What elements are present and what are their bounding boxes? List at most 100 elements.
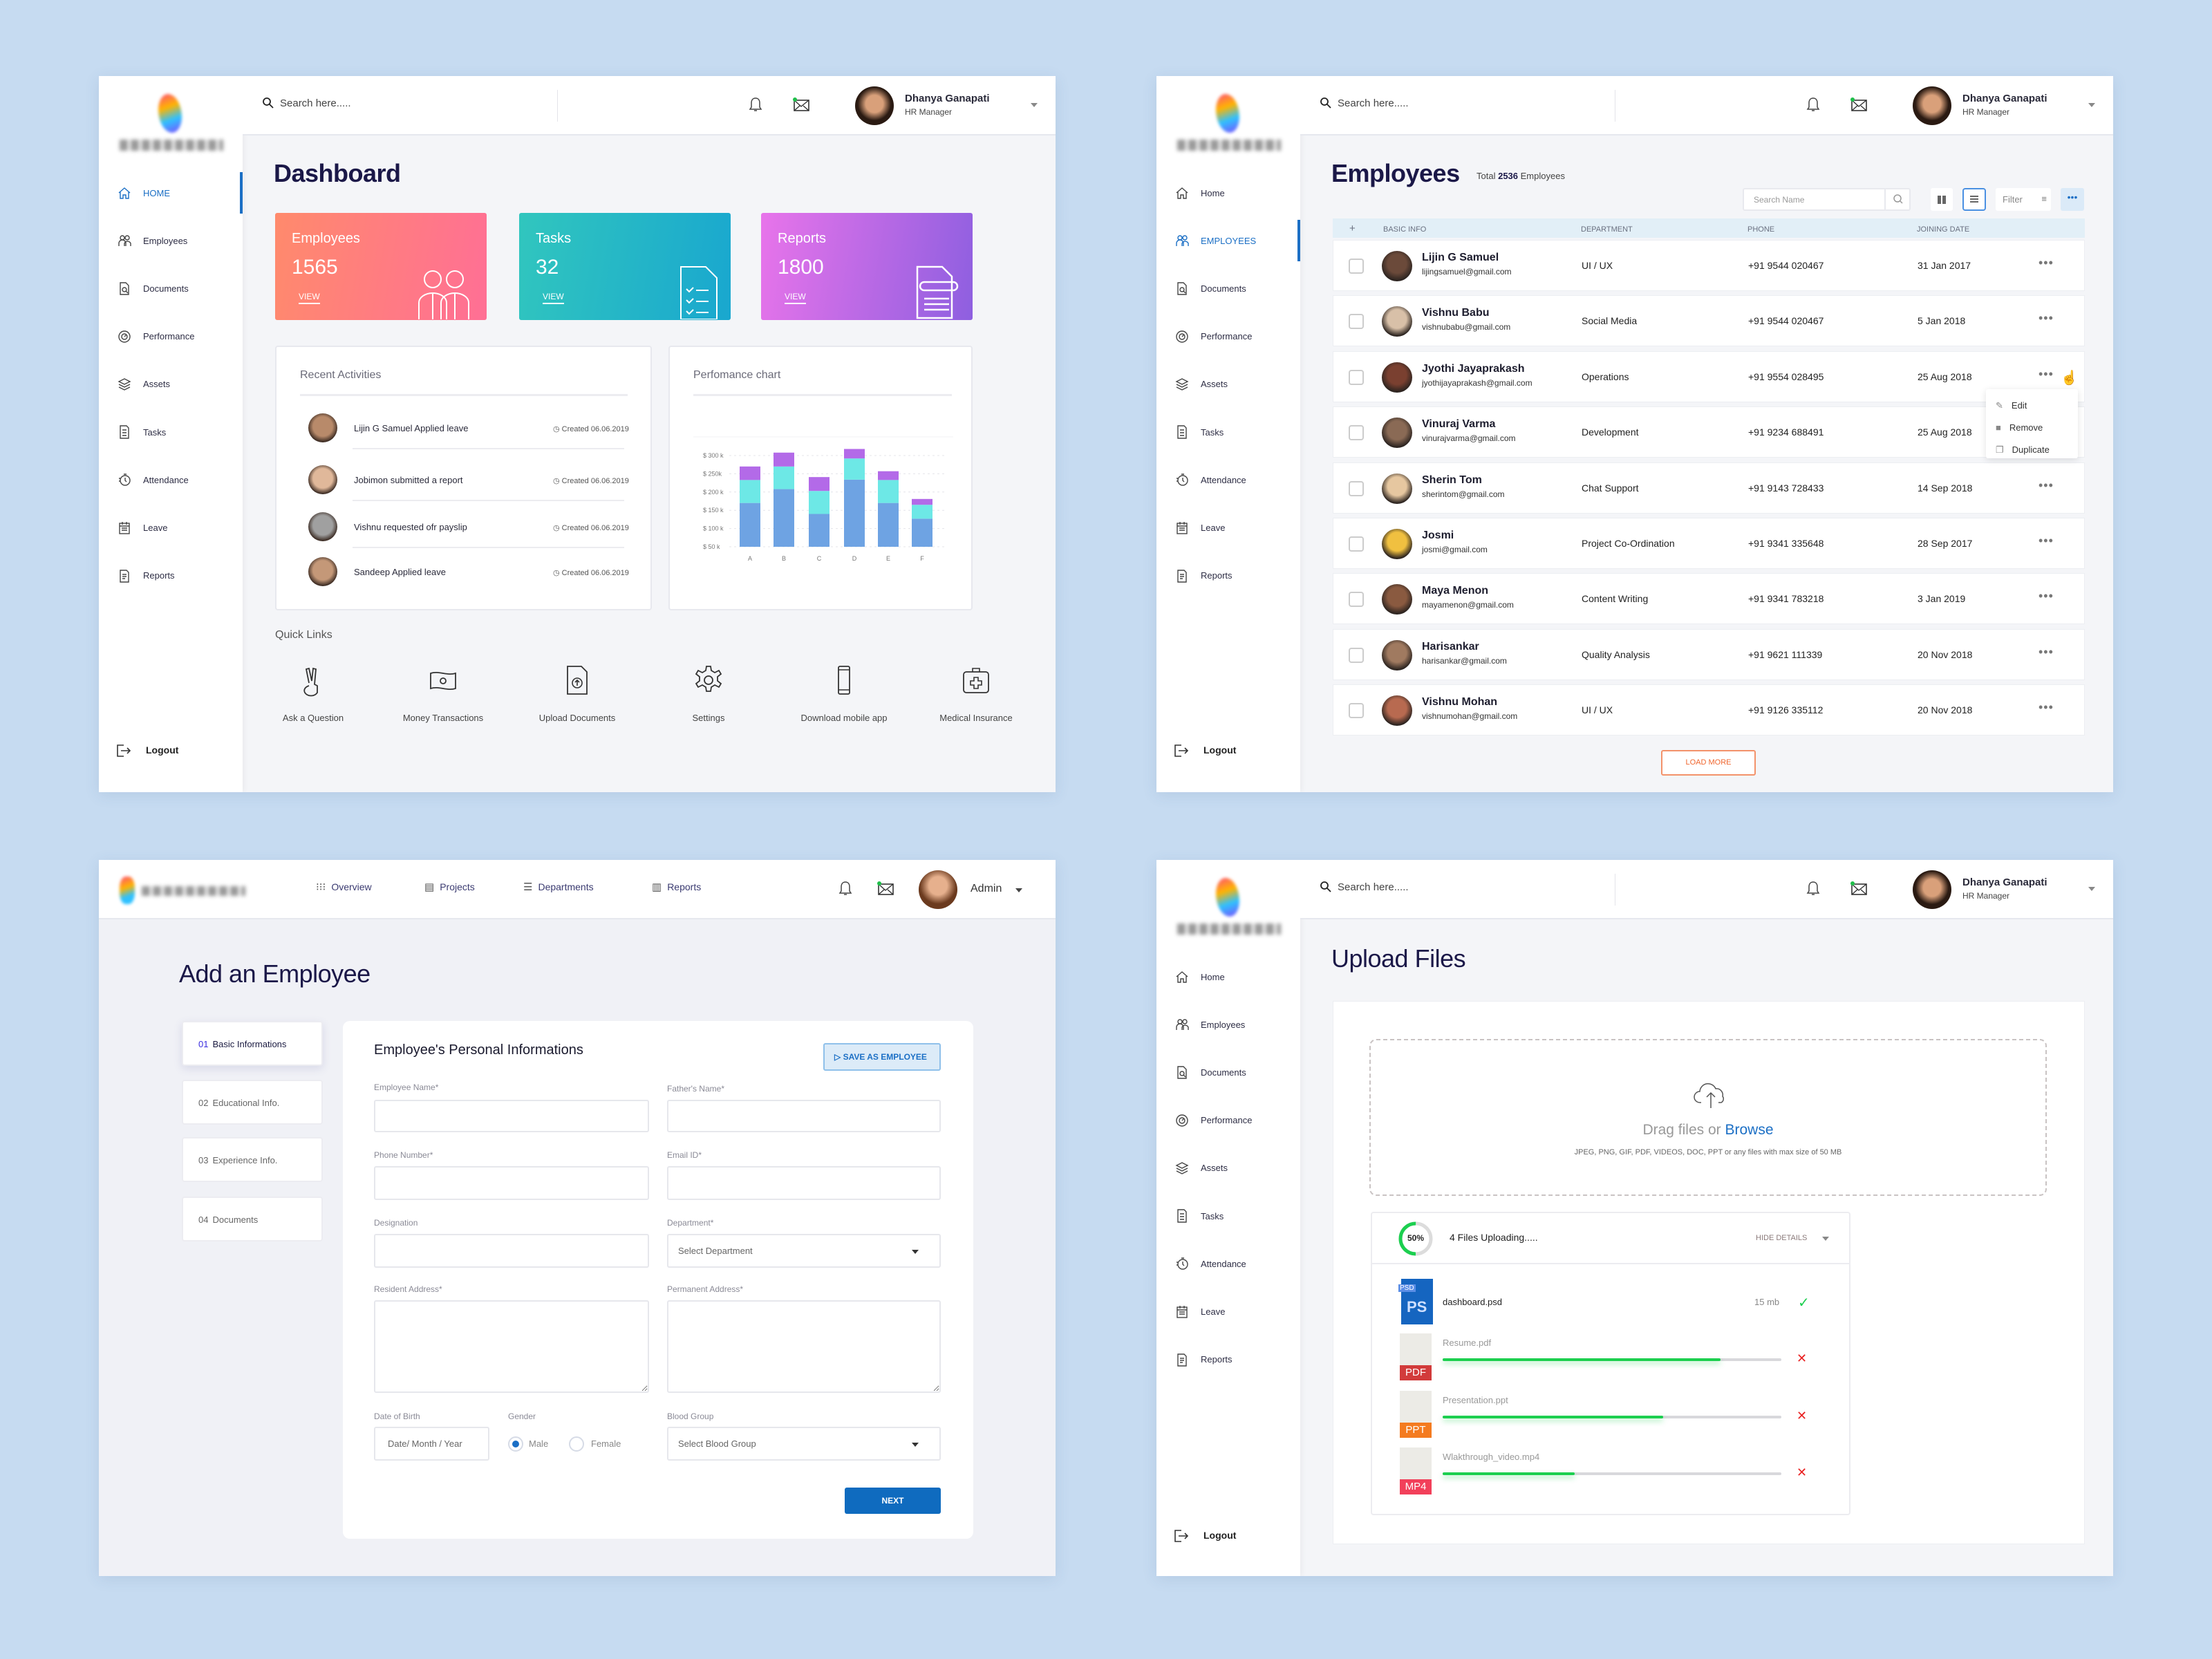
filter-button[interactable]: Filter ≡ — [1996, 188, 2051, 211]
row-actions-icon[interactable]: ••• — [2038, 256, 2054, 270]
bell-icon[interactable] — [1803, 879, 1823, 899]
user-avatar[interactable] — [1913, 86, 1951, 125]
nav-reports[interactable]: ▥ Reports — [652, 881, 702, 893]
load-more-button[interactable]: LOAD MORE — [1661, 750, 1756, 776]
chevron-down-icon[interactable] — [2088, 887, 2095, 891]
search-input[interactable]: Search here..... — [1320, 97, 1409, 109]
employee-name[interactable]: Jyothi Jayaprakash — [1422, 362, 1525, 375]
step-04[interactable]: 04 Documents — [182, 1197, 323, 1241]
hide-details-toggle[interactable]: HIDE DETAILS — [1756, 1234, 1808, 1242]
father-name-input[interactable] — [667, 1100, 941, 1132]
email-input[interactable] — [667, 1166, 941, 1200]
next-button[interactable]: NEXT — [845, 1488, 941, 1514]
grid-view-button[interactable] — [1931, 188, 1953, 211]
nav-overview[interactable]: ⁝⁝⁝ Overview — [316, 881, 372, 893]
bell-icon[interactable] — [746, 95, 765, 115]
table-row[interactable]: Vishnu Babu vishnubabu@gmail.com Social Me… — [1333, 295, 2085, 347]
sidebar-item-leave[interactable]: Leave — [99, 514, 243, 541]
table-row[interactable]: Lijin G Samuel lijingsamuel@gmail.com UI /… — [1333, 240, 2085, 291]
step-02[interactable]: 02 Educational Info. — [182, 1080, 323, 1125]
user-name[interactable]: Dhanya Ganapati — [1962, 93, 2047, 104]
bell-icon[interactable] — [836, 879, 855, 899]
sidebar-item-documents[interactable]: Documents — [1156, 1058, 1300, 1086]
resident-address-textarea[interactable] — [374, 1300, 649, 1393]
table-row[interactable]: Maya Menon mayamenon@gmail.com Content Wri… — [1333, 573, 2085, 625]
employee-name[interactable]: Sherin Tom — [1422, 474, 1482, 486]
mail-icon[interactable] — [791, 95, 811, 115]
gender-female-radio[interactable] — [569, 1436, 584, 1452]
sidebar-item-documents[interactable]: Documents — [1156, 274, 1300, 302]
list-view-button[interactable] — [1962, 188, 1986, 211]
view-link[interactable]: VIEW — [299, 292, 320, 304]
sidebar-item-reports[interactable]: Reports — [1156, 1346, 1300, 1374]
table-row[interactable]: Harisankar harisankar@gmail.com Quality An… — [1333, 628, 2085, 680]
chevron-down-icon[interactable] — [1822, 1237, 1829, 1241]
employee-name-input[interactable] — [374, 1100, 649, 1132]
row-actions-icon[interactable]: ••• — [2038, 311, 2054, 326]
table-row[interactable]: Vinuraj Varma vinurajvarma@gmail.com Devel… — [1333, 406, 2085, 458]
employee-name[interactable]: Maya Menon — [1422, 585, 1489, 597]
admin-avatar[interactable] — [919, 870, 957, 909]
logout-button[interactable]: Logout — [1156, 1521, 1300, 1549]
mail-icon[interactable] — [1849, 95, 1868, 115]
permanent-address-textarea[interactable] — [667, 1300, 941, 1393]
row-checkbox[interactable] — [1349, 425, 1364, 441]
sidebar-item-documents[interactable]: Documents — [99, 274, 243, 302]
blood-group-select[interactable]: Select Blood Group — [667, 1427, 941, 1461]
sidebar-item-performance[interactable]: Performance — [1156, 1107, 1300, 1134]
row-checkbox[interactable] — [1349, 536, 1364, 552]
browse-link[interactable]: Browse — [1725, 1122, 1774, 1138]
menu-item-duplicate[interactable]: ❐ Duplicate — [1996, 444, 2050, 455]
employee-name[interactable]: Lijin G Samuel — [1422, 252, 1499, 263]
sidebar-item-reports[interactable]: Reports — [99, 562, 243, 590]
employee-name[interactable]: Harisankar — [1422, 640, 1479, 653]
search-name-input[interactable]: Search Name — [1743, 188, 1911, 211]
nav-projects[interactable]: ▤ Projects — [424, 881, 475, 893]
menu-item-edit[interactable]: ✎ Edit — [1996, 400, 2027, 411]
nav-departments[interactable]: ☰ Departments — [523, 881, 594, 893]
sidebar-item-home[interactable]: Home — [1156, 963, 1300, 991]
quick-link-ask-a-question[interactable]: Ask a Question — [251, 664, 375, 723]
row-actions-icon[interactable]: ••• — [2038, 589, 2054, 603]
cancel-upload-icon[interactable]: ✕ — [1797, 1351, 1808, 1365]
table-row[interactable]: Jyothi Jayaprakash jyothijayaprakash@gmai… — [1333, 350, 2085, 402]
user-name[interactable]: Dhanya Ganapati — [905, 93, 990, 104]
phone-number-input[interactable] — [374, 1166, 649, 1200]
user-name[interactable]: Dhanya Ganapati — [1962, 877, 2047, 888]
sidebar-item-employees[interactable]: Employees — [1156, 1011, 1300, 1038]
cancel-upload-icon[interactable]: ✕ — [1797, 1465, 1808, 1479]
stat-card-reports[interactable]: Reports 1800 VIEW — [761, 213, 973, 320]
sidebar-item-assets[interactable]: Assets — [1156, 1154, 1300, 1182]
sidebar-item-home[interactable]: Home — [99, 172, 243, 214]
quick-link-settings[interactable]: Settings — [646, 664, 771, 723]
sidebar-item-tasks[interactable]: Tasks — [1156, 1202, 1300, 1230]
sidebar-item-employees[interactable]: Employees — [1156, 220, 1300, 262]
row-checkbox[interactable] — [1349, 369, 1364, 385]
user-avatar[interactable] — [1913, 870, 1951, 909]
sidebar-item-tasks[interactable]: Tasks — [1156, 418, 1300, 446]
row-checkbox[interactable] — [1349, 314, 1364, 330]
sidebar-item-home[interactable]: Home — [1156, 179, 1300, 207]
sidebar-item-assets[interactable]: Assets — [99, 371, 243, 398]
row-actions-icon[interactable]: ••• — [2038, 478, 2054, 492]
sidebar-item-assets[interactable]: Assets — [1156, 371, 1300, 398]
search-input[interactable]: Search here..... — [262, 97, 351, 109]
gender-male-radio[interactable] — [508, 1436, 523, 1452]
sidebar-item-tasks[interactable]: Tasks — [99, 418, 243, 446]
sidebar-item-employees[interactable]: Employees — [99, 227, 243, 254]
sidebar-item-performance[interactable]: Performance — [1156, 323, 1300, 350]
cancel-upload-icon[interactable]: ✕ — [1797, 1409, 1808, 1423]
add-column-button[interactable]: + — [1349, 223, 1356, 234]
stat-card-tasks[interactable]: Tasks 32 VIEW — [519, 213, 731, 320]
employee-name[interactable]: Vishnu Mohan — [1422, 696, 1498, 709]
user-avatar[interactable] — [855, 86, 894, 125]
logout-button[interactable]: Logout — [1156, 736, 1300, 764]
row-checkbox[interactable] — [1349, 592, 1364, 608]
row-checkbox[interactable] — [1349, 480, 1364, 496]
view-link[interactable]: VIEW — [785, 292, 806, 304]
more-options-button[interactable]: ••• — [2061, 188, 2084, 211]
logout-button[interactable]: Logout — [99, 736, 243, 764]
department-select[interactable]: Select Department — [667, 1234, 941, 1268]
chevron-down-icon[interactable] — [2088, 103, 2095, 107]
mail-icon[interactable] — [876, 879, 895, 899]
